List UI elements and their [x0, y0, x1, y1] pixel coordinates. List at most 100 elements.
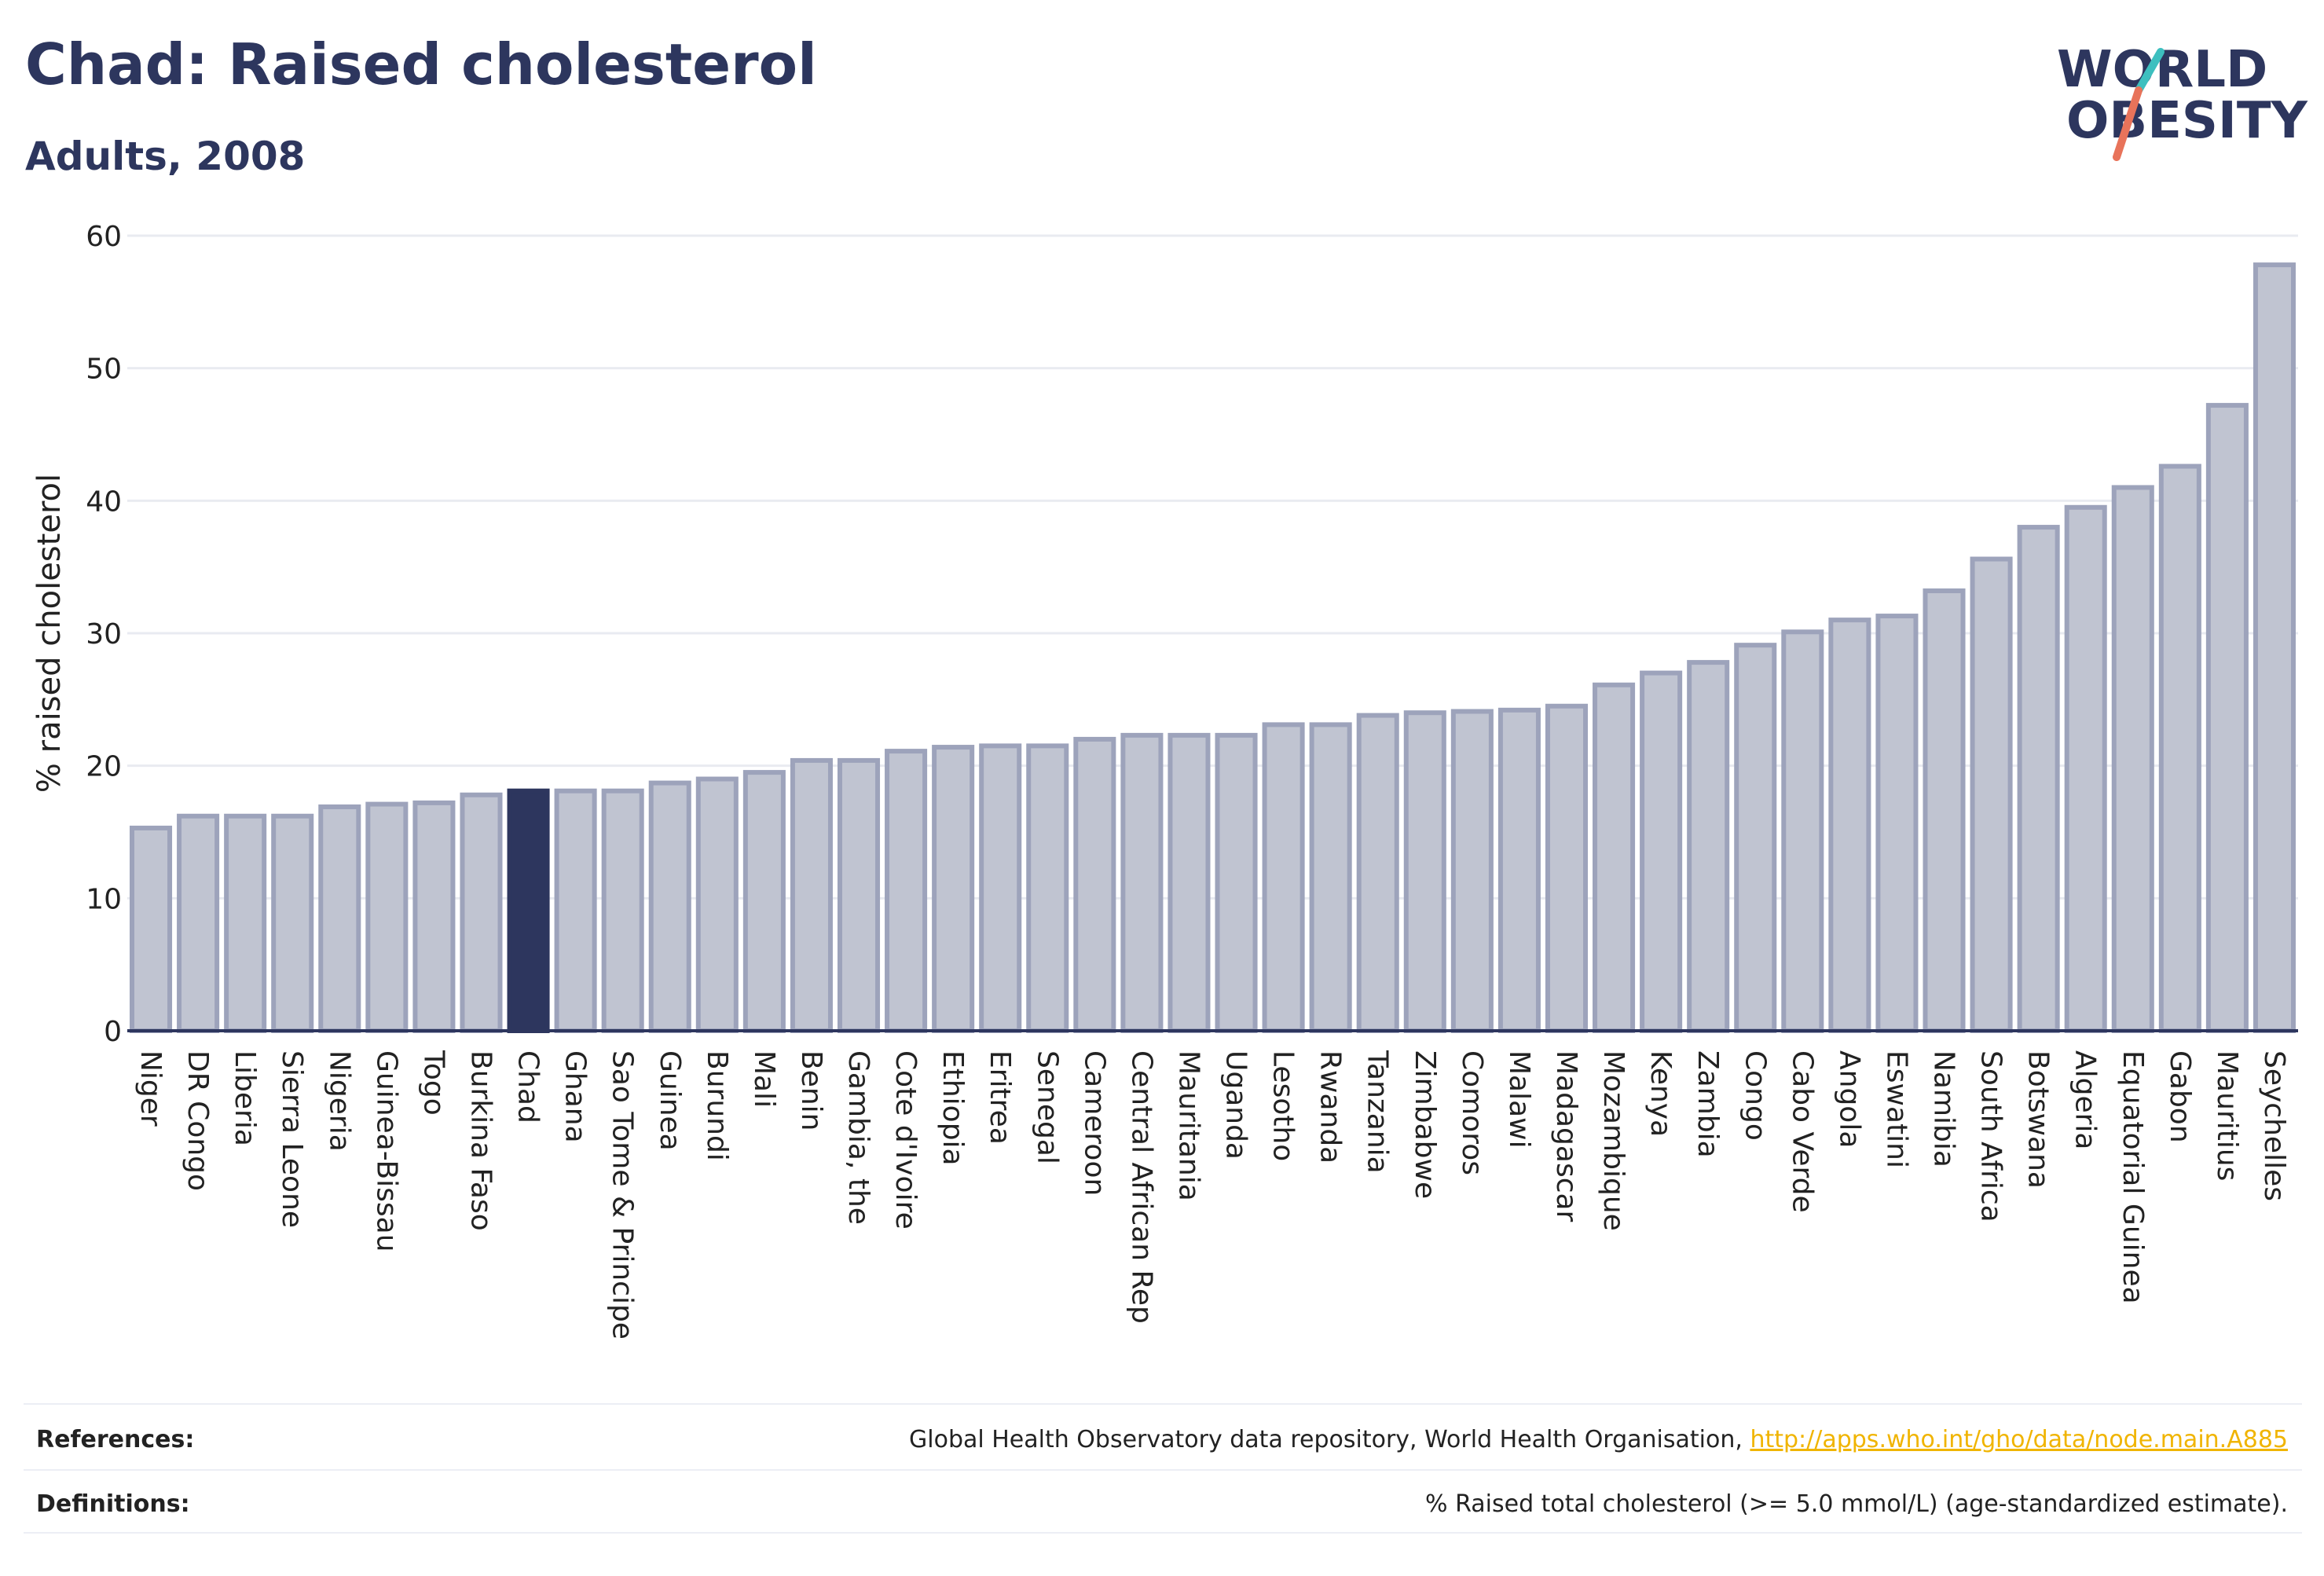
- bar: [460, 792, 503, 1033]
- bar: [837, 757, 881, 1033]
- bar: [412, 800, 456, 1033]
- x-tick-label: Central African Rep: [1125, 1050, 1157, 1324]
- y-axis-label: % raised cholesterol: [31, 474, 68, 793]
- bar: [790, 757, 833, 1033]
- y-tick-label: 40: [86, 486, 122, 518]
- footer-divider-middle: [24, 1469, 2302, 1471]
- x-tick-label: Tanzania: [1362, 1050, 1394, 1174]
- y-tick-label: 0: [104, 1016, 122, 1048]
- bar: [1828, 618, 1871, 1033]
- x-tick-label: Rwanda: [1314, 1050, 1347, 1164]
- bar: [1073, 736, 1116, 1034]
- logo-text-line2: OBESITY: [2066, 92, 2308, 150]
- x-tick-label: Angola: [1833, 1050, 1865, 1148]
- x-tick-label: DR Congo: [181, 1050, 214, 1191]
- bar: [885, 749, 928, 1033]
- bar: [1450, 709, 1494, 1033]
- bar: [979, 743, 1022, 1033]
- footer-divider-bottom: [24, 1532, 2302, 1534]
- bar: [224, 813, 267, 1033]
- x-tick-label: Burundi: [701, 1050, 733, 1161]
- x-tick-label: Uganda: [1220, 1050, 1252, 1160]
- x-axis-ticks: Niger DR Congo Liberia Sierra Leone Nigeria G…: [134, 1050, 2290, 1340]
- x-tick-label: Guinea: [654, 1050, 686, 1151]
- chart-title: Chad: Raised cholesterol: [25, 31, 817, 97]
- x-tick-label: Eritrea: [984, 1050, 1016, 1145]
- x-tick-label: Cote d'Ivoire: [889, 1050, 922, 1230]
- bar: [554, 788, 597, 1033]
- bar: [507, 788, 550, 1033]
- x-tick-label: South Africa: [1975, 1050, 2007, 1222]
- x-tick-label: Sierra Leone: [276, 1050, 308, 1228]
- x-tick-label: Eswatini: [1880, 1050, 1912, 1168]
- x-tick-label: Cameroon: [1078, 1050, 1110, 1196]
- x-tick-label: Lesotho: [1267, 1050, 1299, 1161]
- bar: [2253, 262, 2296, 1033]
- bar: [1593, 682, 1636, 1034]
- bar: [365, 801, 409, 1034]
- x-tick-label: Mozambique: [1597, 1050, 1629, 1231]
- references-text: Global Health Observatory data repositor…: [909, 1426, 2288, 1453]
- x-tick-label: Senegal: [1031, 1050, 1063, 1164]
- bar: [2205, 402, 2249, 1033]
- x-tick-label: Madagascar: [1550, 1050, 1582, 1222]
- x-tick-label: Guinea-Bissau: [370, 1050, 402, 1252]
- x-tick-label: Mauritania: [1172, 1050, 1204, 1201]
- bar: [1640, 670, 1683, 1033]
- references-label: References:: [36, 1426, 195, 1453]
- bar: [1403, 710, 1446, 1033]
- y-tick-label: 60: [86, 221, 122, 253]
- x-tick-label: Liberia: [229, 1050, 261, 1146]
- bar: [1970, 556, 2013, 1033]
- bar: [1026, 743, 1069, 1033]
- bar: [1167, 732, 1211, 1034]
- bar: [1356, 713, 1399, 1033]
- x-tick-label: Zimbabwe: [1409, 1050, 1441, 1199]
- bar: [1781, 629, 1824, 1034]
- x-tick-label: Equatorial Guinea: [2117, 1050, 2149, 1304]
- chart-subtitle: Adults, 2008: [25, 134, 306, 179]
- x-tick-label: Togo: [417, 1050, 449, 1116]
- bar: [1734, 643, 1777, 1033]
- bar: [271, 813, 314, 1033]
- x-tick-label: Algeria: [2069, 1050, 2102, 1150]
- bar: [1497, 707, 1541, 1033]
- x-tick-label: Ethiopia: [937, 1050, 969, 1166]
- y-tick-label: 20: [86, 751, 122, 783]
- x-tick-label: Niger: [134, 1050, 167, 1127]
- x-tick-label: Comoros: [1456, 1050, 1488, 1175]
- bar: [1309, 722, 1352, 1033]
- bar: [318, 804, 361, 1034]
- logo-slash-teal: [2135, 48, 2165, 94]
- x-tick-label: Mali: [748, 1050, 780, 1108]
- x-tick-label: Mauritius: [2211, 1050, 2243, 1181]
- bar: [177, 813, 220, 1033]
- definitions-text: % Raised total cholesterol (>= 5.0 mmol/…: [1425, 1490, 2288, 1518]
- bar: [1923, 588, 1966, 1033]
- x-tick-label: Congo: [1739, 1050, 1771, 1141]
- x-tick-label: Seychelles: [2258, 1050, 2290, 1201]
- references-source: Global Health Observatory data repositor…: [909, 1426, 1750, 1453]
- bar: [2064, 504, 2107, 1033]
- y-tick-label: 30: [86, 618, 122, 651]
- bar: [1215, 732, 1258, 1034]
- x-tick-label: Gabon: [2164, 1050, 2196, 1143]
- bar: [1545, 703, 1589, 1033]
- x-tick-label: Zambia: [1692, 1050, 1724, 1158]
- bar-chart: 0 10 20 30 40 50 60 Niger DR Congo Liberia Sierra…: [31, 221, 2298, 1340]
- y-tick-label: 10: [86, 883, 122, 915]
- bar: [601, 788, 644, 1033]
- x-tick-label: Chad: [512, 1050, 544, 1123]
- x-tick-label: Ghana: [559, 1050, 592, 1143]
- x-tick-label: Cabo Verde: [1786, 1050, 1818, 1213]
- bar: [742, 770, 786, 1033]
- logo-slash-coral: [2113, 86, 2143, 161]
- bars: [130, 262, 2296, 1034]
- bar: [1875, 614, 1919, 1033]
- y-axis-ticks: 0 10 20 30 40 50 60: [86, 221, 122, 1048]
- bar: [932, 745, 975, 1033]
- bar: [130, 825, 173, 1033]
- bar: [695, 776, 739, 1033]
- world-obesity-logo: WORLD OBESITY: [2057, 41, 2308, 161]
- references-link[interactable]: http://apps.who.int/gho/data/node.main.A…: [1750, 1426, 2288, 1453]
